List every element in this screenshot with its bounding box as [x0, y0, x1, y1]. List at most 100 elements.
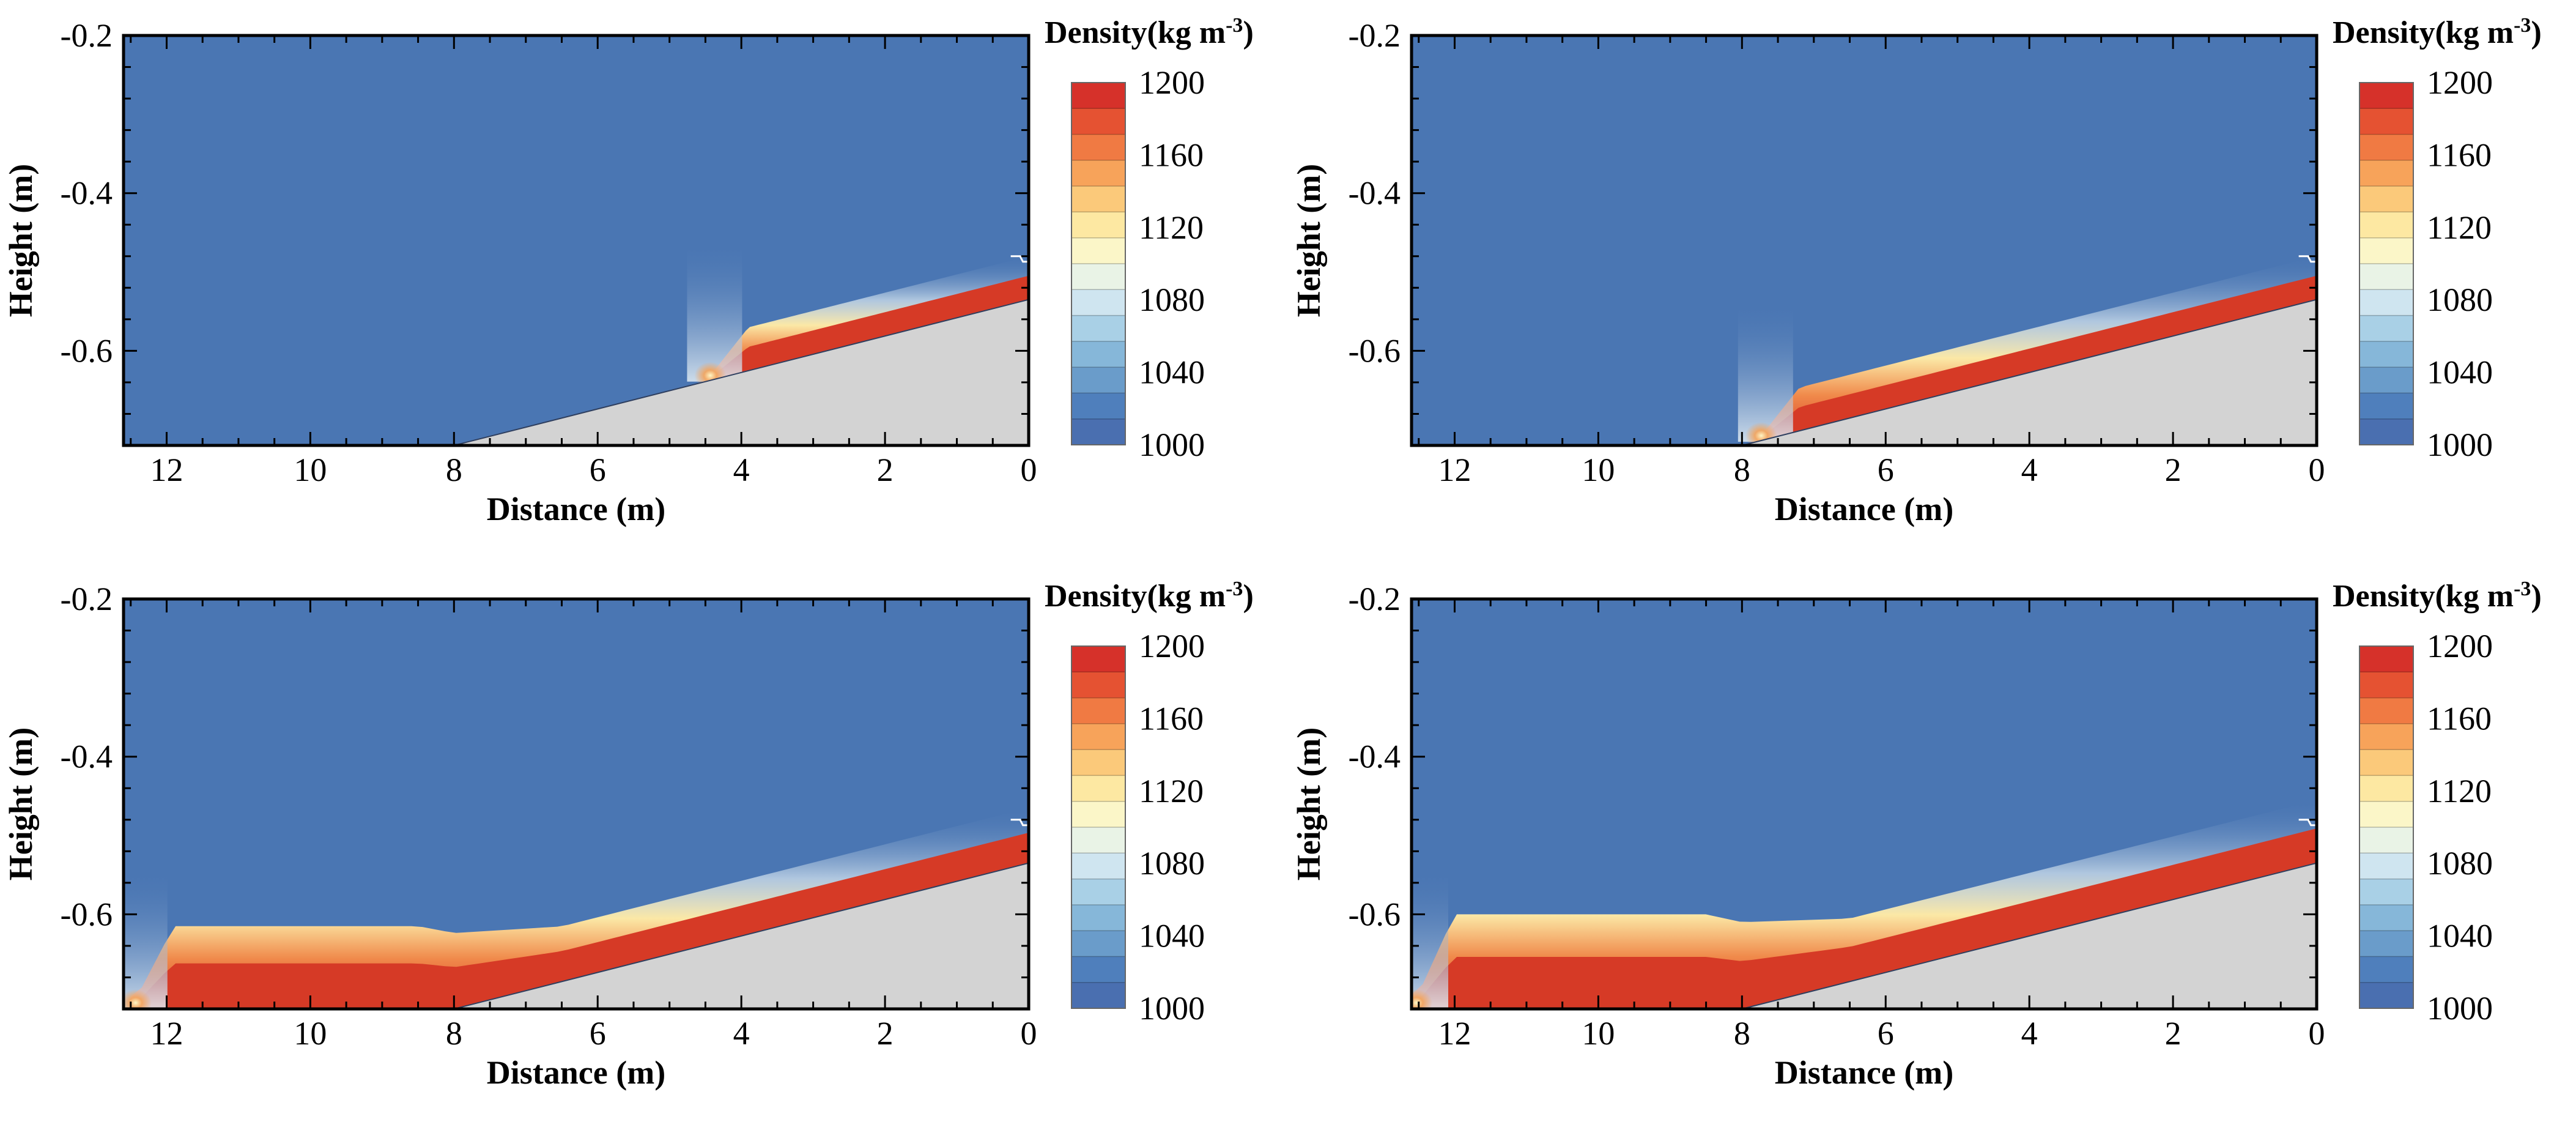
- y-tick-label: -0.2: [1349, 17, 1401, 54]
- colorbar-segment: [2359, 289, 2413, 316]
- colorbar-segment: [2359, 341, 2413, 368]
- colorbar-segment: [2359, 853, 2413, 880]
- y-axis-title: Height (m): [2, 727, 39, 880]
- x-tick-label: 8: [1734, 452, 1750, 488]
- colorbar-segment: [1071, 749, 1125, 776]
- colorbar-segment: [1071, 160, 1125, 187]
- colorbar-segment: [2359, 801, 2413, 828]
- colorbar-segment: [1071, 134, 1125, 161]
- x-tick-label: 12: [1438, 452, 1471, 488]
- colorbar-frame: [2359, 645, 2414, 1009]
- colorbar-segment: [2359, 904, 2413, 932]
- colorbar-tick-label: 1080: [2427, 281, 2493, 318]
- colorbar-tick-label: 1160: [2427, 700, 2492, 737]
- colorbar-segment: [2359, 212, 2413, 239]
- colorbar-segment: [1071, 801, 1125, 828]
- colorbar-tick-label: 1160: [2427, 136, 2492, 173]
- x-axis-title: Distance (m): [1775, 491, 1953, 527]
- x-tick-label: 0: [1021, 1015, 1037, 1052]
- y-tick-label: -0.4: [61, 175, 113, 212]
- colorbar-tick-label: 1040: [1139, 918, 1205, 954]
- plot-frame: [122, 597, 1031, 1011]
- inlet-lip: [2298, 819, 2317, 827]
- density-current-core: [1412, 828, 2317, 1009]
- y-axis-title: Height (m): [2, 164, 39, 317]
- x-tick-label: 12: [150, 1015, 183, 1052]
- density-current-core: [705, 275, 1029, 382]
- colorbar-segment: [2359, 827, 2413, 854]
- x-tick-label: 0: [2309, 452, 2325, 488]
- y-tick-label: -0.4: [61, 738, 113, 775]
- colorbar-segment: [1071, 982, 1125, 1009]
- colorbar-segment: [1071, 341, 1125, 368]
- colorbar-segment: [1071, 931, 1125, 958]
- colorbar-segment: [2359, 931, 2413, 958]
- colorbar-segment: [1071, 367, 1125, 394]
- x-tick-label: 6: [1878, 452, 1894, 488]
- colorbar-segment: [2359, 83, 2413, 110]
- y-tick-label: -0.6: [1349, 332, 1401, 369]
- x-tick-label: 8: [446, 452, 462, 488]
- x-axis-title: Distance (m): [487, 1054, 665, 1091]
- x-tick-label: 4: [2021, 1015, 2038, 1052]
- x-tick-label: 10: [1582, 1015, 1615, 1052]
- plot-area: [1412, 35, 2317, 445]
- colorbar-frame: [1071, 645, 1126, 1009]
- x-tick-label: 6: [1878, 1015, 1894, 1052]
- x-tick-label: 10: [1582, 452, 1615, 488]
- colorbar-segment: [1071, 289, 1125, 316]
- inlet-lip: [1010, 255, 1029, 263]
- colorbar-segment: [1071, 904, 1125, 932]
- colorbar-tick-label: 1080: [2427, 845, 2493, 882]
- colorbar-segment: [2359, 879, 2413, 906]
- chart-svg: 12 10 8 6 4 2 0 -0.2 -0.4 -0.6 Distance (m) Height …: [1290, 14, 2542, 527]
- y-axis-title: Height (m): [1290, 164, 1327, 317]
- colorbar-segment: [2359, 749, 2413, 776]
- colorbar-title: Density(kg m-3): [1045, 578, 1254, 614]
- colorbar-tick-label: 1080: [1139, 281, 1205, 318]
- y-tick-label: -0.4: [1349, 175, 1401, 212]
- colorbar-segment: [2359, 775, 2413, 802]
- panel-bottom-left: 12 10 8 6 4 2 0 -0.2 -0.4 -0.6 Distance (m) Height …: [0, 564, 1288, 1127]
- colorbar-title: Density(kg m-3): [1045, 14, 1254, 50]
- colorbar-segment: [2359, 982, 2413, 1009]
- colorbar-segment: [1071, 264, 1125, 291]
- colorbar-segment: [2359, 134, 2413, 161]
- density-current-layer: [130, 808, 1029, 1009]
- colorbar-segment: [2359, 646, 2413, 673]
- colorbar-tick-label: 1160: [1139, 136, 1204, 173]
- inlet-lip: [2298, 255, 2317, 263]
- mixing-plume: [1412, 868, 1448, 1009]
- colorbar-segment: [2359, 108, 2413, 135]
- current-front-head: [1412, 989, 1432, 1009]
- colorbar-tick-label: 1000: [1139, 990, 1205, 1027]
- colorbar-segment: [2359, 315, 2413, 342]
- y-tick-label: -0.2: [61, 581, 113, 617]
- colorbar-segment: [1071, 879, 1125, 906]
- colorbar-segment: [1071, 315, 1125, 342]
- colorbar-segment: [2359, 697, 2413, 724]
- colorbar-frame: [1071, 82, 1126, 445]
- x-tick-label: 10: [294, 452, 327, 488]
- x-tick-label: 6: [590, 1015, 606, 1052]
- colorbar-segment: [1071, 186, 1125, 213]
- colorbar-tick-label: 1040: [2427, 918, 2493, 954]
- plot-area: [124, 35, 1029, 445]
- colorbar-frame: [2359, 82, 2414, 445]
- chart-svg: 12 10 8 6 4 2 0 -0.2 -0.4 -0.6 Distance (m) Height …: [1290, 578, 2542, 1091]
- colorbar-segment: [1071, 212, 1125, 239]
- x-tick-label: 2: [2165, 452, 2182, 488]
- colorbar-title: Density(kg m-3): [2333, 14, 2542, 50]
- y-tick-label: -0.2: [1349, 581, 1401, 617]
- plot-frame: [1410, 597, 2319, 1011]
- colorbar-tick-label: 1120: [2427, 773, 2492, 809]
- bed-surface-line: [1742, 862, 2317, 1009]
- y-tick-label: -0.2: [61, 17, 113, 54]
- panel-top-left: 12 10 8 6 4 2 0 -0.2 -0.4 -0.6 Distance (m) Height …: [0, 0, 1288, 564]
- colorbar-segment: [1071, 827, 1125, 854]
- plot-area: [124, 599, 1029, 1009]
- x-tick-label: 12: [150, 452, 183, 488]
- colorbar-segment: [1071, 108, 1125, 135]
- colorbar-tick-label: 1120: [1139, 209, 1204, 246]
- colorbar-segment: [1071, 83, 1125, 110]
